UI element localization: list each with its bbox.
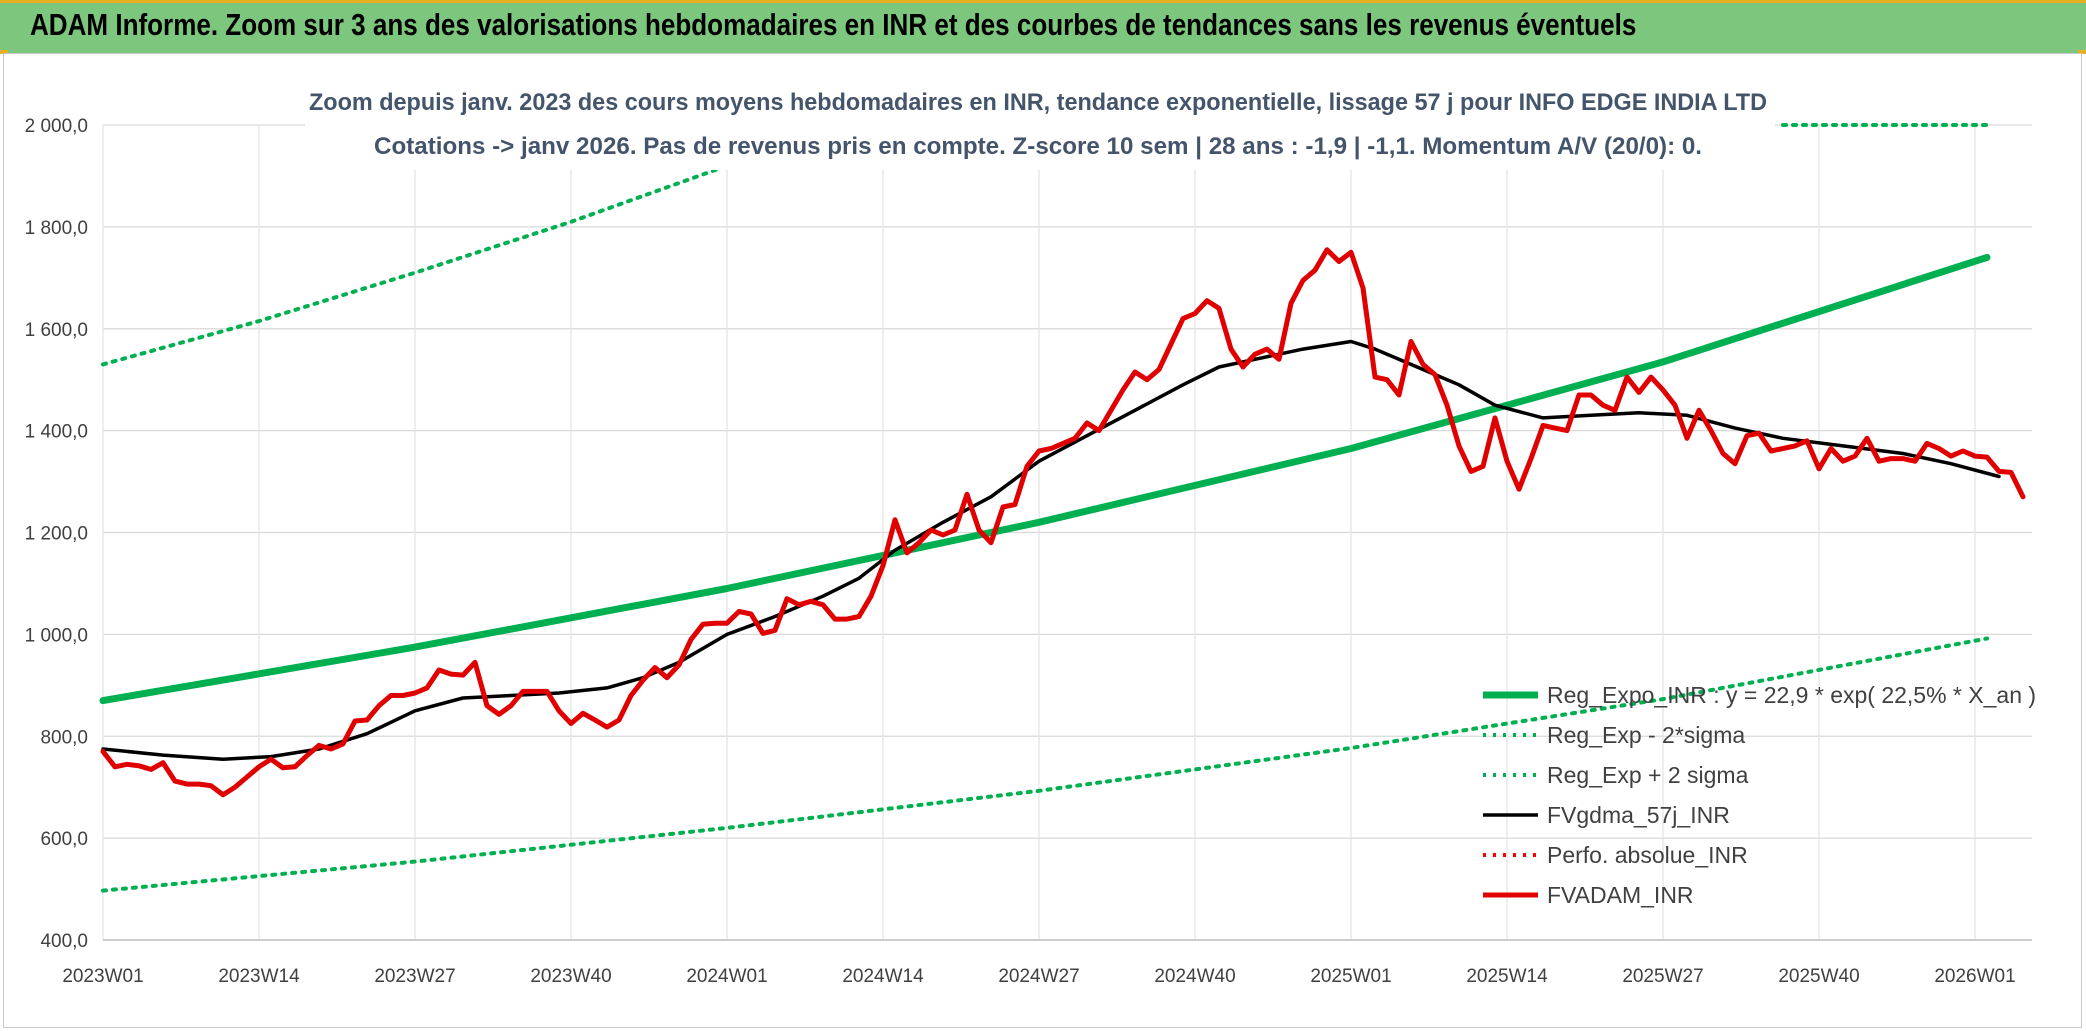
x-tick-label: 2024W40 bbox=[1154, 966, 1235, 987]
gridlines bbox=[102, 124, 2032, 941]
x-tick-label: 2024W27 bbox=[998, 966, 1079, 987]
x-tick-label: 2023W27 bbox=[374, 966, 455, 987]
y-tick-label: 1 400,0 bbox=[25, 422, 88, 443]
x-tick-label: 2024W14 bbox=[842, 966, 924, 987]
x-tick-label: 2025W40 bbox=[1778, 966, 1859, 987]
y-tick-label: 1 600,0 bbox=[25, 320, 88, 341]
chart-subtitle-line2: Cotations -> janv 2026. Pas de revenus p… bbox=[374, 133, 1702, 160]
x-tick-label: 2025W27 bbox=[1622, 966, 1703, 987]
legend-entry: FVgdma_57j_INR bbox=[1547, 802, 1730, 828]
x-tick-label: 2025W01 bbox=[1310, 966, 1391, 987]
y-tick-label: 2 000,0 bbox=[25, 116, 88, 137]
series-line-fvgdma-57j-inr bbox=[101, 339, 2001, 761]
legend-entry: Reg_Expo_INR : y = 22,9 * exp( 22,5% * X… bbox=[1547, 682, 2036, 708]
y-tick-label: 600,0 bbox=[40, 829, 88, 850]
chart-frame bbox=[3, 53, 2082, 1028]
header-bar: ADAM Informe. Zoom sur 3 ans des valoris… bbox=[0, 0, 2086, 53]
legend-entry: Reg_Exp - 2*sigma bbox=[1547, 722, 1745, 748]
x-tick-label: 2024W01 bbox=[686, 966, 767, 987]
legend: Reg_Expo_INR : y = 22,9 * exp( 22,5% * X… bbox=[1483, 682, 2036, 908]
corner-accent-left bbox=[0, 50, 8, 54]
y-axis-ticks: 400,0 600,0 800,0 1 000,0 1 200,0 1 400,0 1 60… bbox=[25, 116, 88, 952]
x-axis-ticks: 2023W01 2023W14 2023W27 2023W40 2024W01 2024W… bbox=[62, 966, 2015, 987]
legend-entry: Reg_Exp + 2 sigma bbox=[1547, 762, 1749, 788]
series-line-reg-expo-inr-y-22-9-exp-22-5-x-an bbox=[99, 253, 1991, 705]
y-tick-label: 800,0 bbox=[40, 727, 88, 748]
x-tick-label: 2023W40 bbox=[530, 966, 611, 987]
x-tick-label: 2026W01 bbox=[1934, 966, 2015, 987]
y-tick-label: 1 800,0 bbox=[25, 218, 88, 239]
x-tick-label: 2023W01 bbox=[62, 966, 143, 987]
chart-subtitle-line1: Zoom depuis janv. 2023 des cours moyens … bbox=[309, 89, 1767, 116]
y-tick-label: 400,0 bbox=[40, 931, 88, 952]
subtitle-background bbox=[305, 76, 1775, 170]
corner-accent-right bbox=[2078, 50, 2086, 54]
legend-entry: FVADAM_INR bbox=[1547, 882, 1694, 908]
y-tick-label: 1 000,0 bbox=[25, 625, 88, 646]
series-line-reg-exp-2-sigma bbox=[101, 636, 1989, 893]
series-lines bbox=[99, 123, 2026, 893]
legend-entry: Perfo. absolue_INR bbox=[1547, 842, 1748, 868]
x-tick-label: 2023W14 bbox=[218, 966, 300, 987]
y-tick-label: 1 200,0 bbox=[25, 524, 88, 545]
series-line-fvadam-inr bbox=[100, 247, 2026, 798]
x-tick-label: 2025W14 bbox=[1466, 966, 1548, 987]
page-title: ADAM Informe. Zoom sur 3 ans des valoris… bbox=[30, 7, 1637, 42]
